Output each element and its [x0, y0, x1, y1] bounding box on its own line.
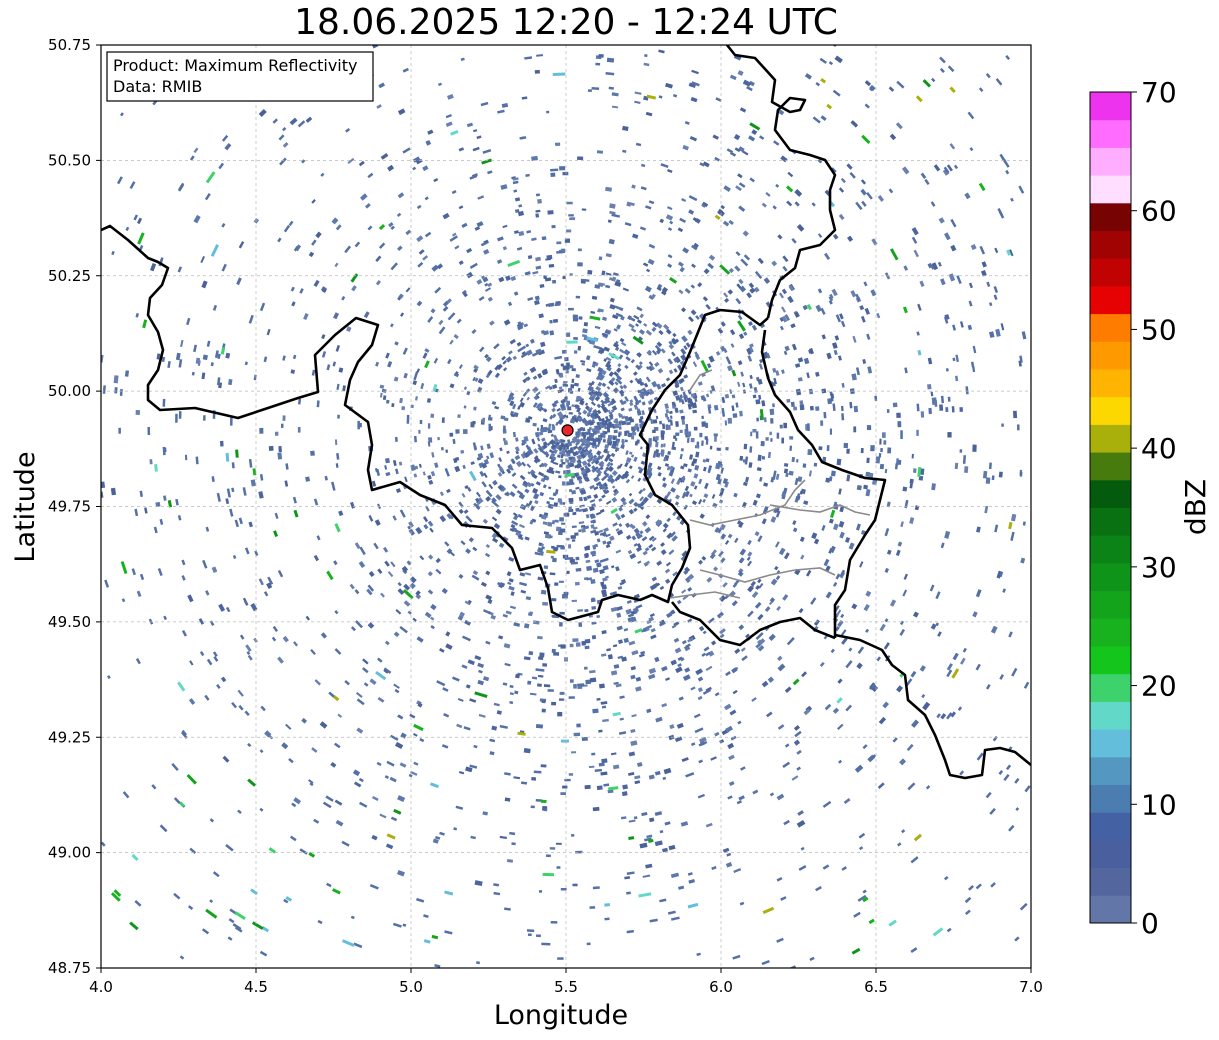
y-tick-label: 49.25	[48, 728, 91, 746]
y-tick-label: 48.75	[48, 959, 91, 977]
colorbar-segment	[1090, 756, 1131, 785]
colorbar-segment	[1090, 812, 1131, 841]
colorbar-segment	[1090, 590, 1131, 619]
colorbar-tick-label: 20	[1141, 670, 1177, 703]
x-axis-ticks: 4.0 4.5 5.0 5.5 6.0 6.5 7.0	[89, 968, 1043, 996]
x-tick-label: 6.0	[709, 978, 733, 996]
province-boundaries	[669, 369, 871, 599]
colorbar-segment	[1090, 396, 1131, 425]
colorbar-tick-label: 60	[1141, 195, 1177, 228]
radar-site-marker	[561, 424, 574, 437]
colorbar-segment	[1090, 646, 1131, 675]
x-tick-label: 5.0	[399, 978, 423, 996]
colorbar	[1089, 91, 1132, 924]
y-tick-label: 50.25	[48, 267, 91, 285]
colorbar-label: dBZ	[1179, 479, 1212, 535]
colorbar-segment	[1090, 230, 1131, 259]
x-tick-label: 4.0	[89, 978, 113, 996]
colorbar-segment	[1090, 507, 1131, 536]
border-germany-belgium	[725, 45, 837, 319]
colorbar-segment	[1090, 119, 1131, 148]
colorbar-segment	[1090, 313, 1131, 342]
colorbar-segment	[1090, 479, 1131, 508]
info-data-source: Data: RMIB	[113, 77, 202, 96]
colorbar-segment	[1090, 618, 1131, 647]
colorbar-segment	[1090, 92, 1131, 121]
colorbar-segment	[1090, 424, 1131, 453]
colorbar-segment	[1090, 839, 1131, 869]
y-tick-label: 50.50	[48, 151, 91, 169]
colorbar-segment	[1090, 535, 1131, 564]
border-luxembourg-south	[670, 601, 836, 647]
colorbar-segment	[1090, 202, 1131, 231]
y-tick-label: 50.00	[48, 382, 91, 400]
colorbar-segment	[1090, 867, 1131, 896]
colorbar-segment	[1090, 562, 1131, 592]
y-tick-label: 50.75	[48, 36, 91, 54]
border-germany-luxembourg	[760, 329, 887, 638]
info-product: Product: Maximum Reflectivity	[113, 56, 357, 75]
y-tick-label: 49.75	[48, 498, 91, 516]
reflectivity-echoes	[101, 45, 1031, 968]
colorbar-segment	[1090, 341, 1131, 370]
x-tick-label: 7.0	[1019, 978, 1043, 996]
map-title: 18.06.2025 12:20 - 12:24 UTC	[294, 2, 838, 43]
border-france-belgium-west	[101, 224, 769, 622]
colorbar-segment	[1090, 452, 1131, 481]
x-tick-label: 6.5	[864, 978, 888, 996]
x-axis-label: Longitude	[494, 1000, 628, 1031]
colorbar-segment	[1090, 729, 1131, 758]
colorbar-segment	[1090, 369, 1131, 398]
x-tick-label: 4.5	[244, 978, 268, 996]
border-germany-france-east	[834, 633, 1031, 780]
colorbar-segment	[1090, 895, 1131, 924]
colorbar-segment	[1090, 285, 1131, 315]
x-tick-label: 5.5	[554, 978, 578, 996]
colorbar-tick-label: 50	[1141, 313, 1177, 346]
colorbar-segment	[1090, 673, 1131, 702]
colorbar-segment	[1090, 175, 1131, 204]
colorbar-frame	[1089, 91, 1132, 924]
y-tick-label: 49.50	[48, 613, 91, 631]
colorbar-tick-label: 40	[1141, 432, 1177, 465]
colorbar-segment	[1090, 701, 1131, 730]
colorbar-ticks: 0 10 20 30 40 50 60 70	[1131, 76, 1177, 940]
country-borders	[101, 45, 1031, 780]
y-axis-label: Latitude	[10, 451, 41, 562]
colorbar-segment	[1090, 258, 1131, 287]
y-axis-ticks: 48.75 49.00 49.25 49.50 49.75 50.00 50.25 50.50…	[48, 36, 101, 977]
info-box: Product: Maximum Reflectivity Data: RMIB	[106, 51, 374, 102]
colorbar-tick-label: 0	[1141, 907, 1159, 940]
colorbar-segment	[1090, 147, 1131, 176]
colorbar-tick-label: 10	[1141, 788, 1177, 821]
colorbar-tick-label: 70	[1141, 76, 1177, 109]
y-tick-label: 49.00	[48, 844, 91, 862]
colorbar-tick-label: 30	[1141, 551, 1177, 584]
colorbar-segment	[1090, 784, 1131, 813]
